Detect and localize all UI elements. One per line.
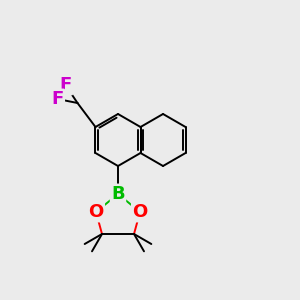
Text: B: B: [111, 185, 125, 203]
Text: O: O: [88, 203, 104, 221]
Text: F: F: [59, 76, 72, 94]
Text: F: F: [51, 90, 64, 108]
Text: O: O: [132, 203, 148, 221]
